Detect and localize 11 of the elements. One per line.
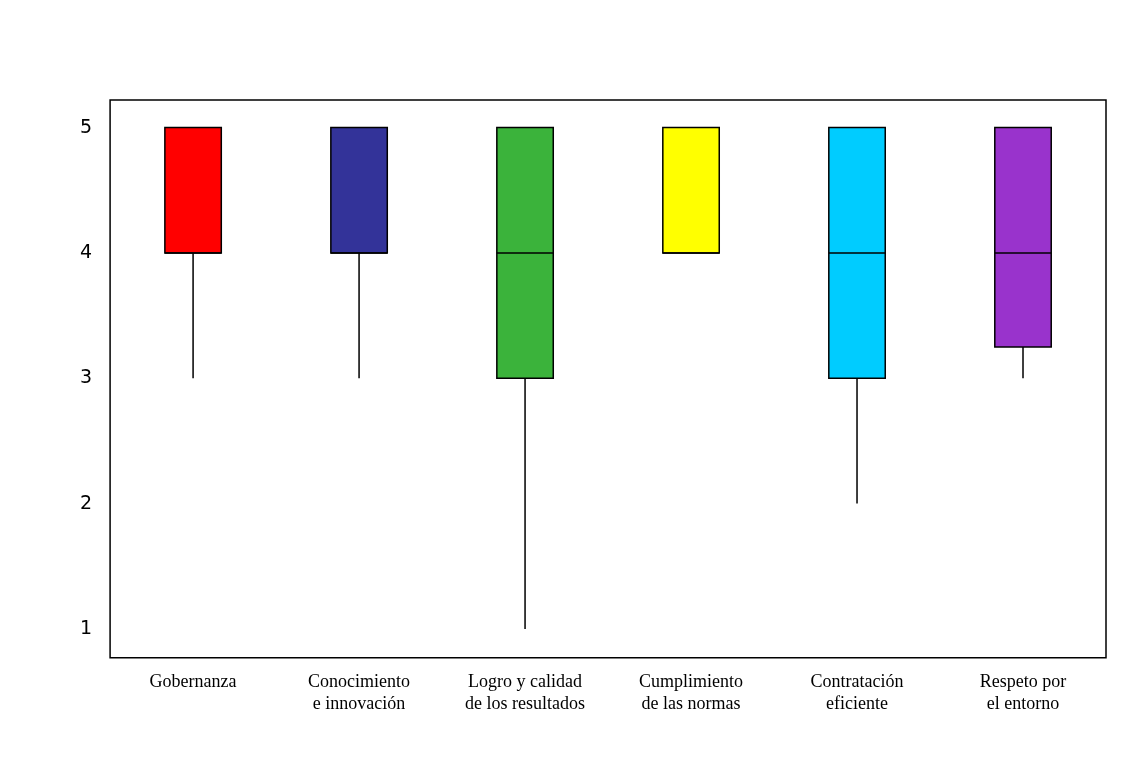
y-tick-label: 4 <box>79 239 93 262</box>
x-tick-label: Conocimiento e innovación <box>308 671 411 713</box>
x-tick-label: Logro y calidad de los resultados <box>465 671 586 713</box>
x-tick-label: Cumplimiento de las normas <box>639 671 744 713</box>
y-tick-label: 3 <box>79 365 93 388</box>
y-tick-label: 1 <box>79 615 93 638</box>
y-tick-label: 2 <box>79 490 93 513</box>
x-tick-label: Contratación eficiente <box>810 671 904 713</box>
y-tick-label: 5 <box>79 114 93 137</box>
x-tick-label: Respeto por el entorno <box>979 671 1067 713</box>
x-tick-label: Gobernanza <box>149 671 237 692</box>
